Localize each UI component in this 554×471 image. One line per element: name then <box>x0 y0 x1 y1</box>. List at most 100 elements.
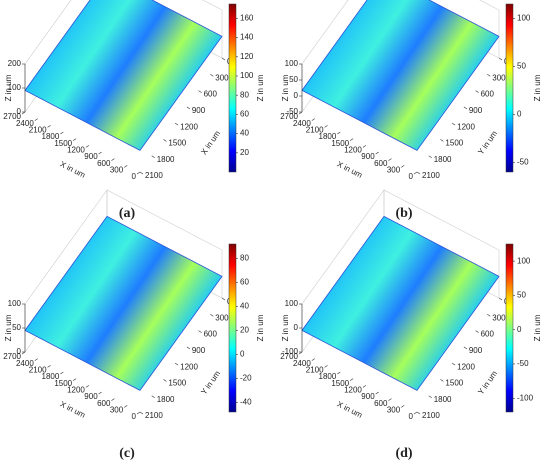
x-tick-label: 1800 <box>42 372 60 381</box>
x-tick <box>124 405 128 408</box>
colorbar <box>505 3 514 173</box>
x-tick-label: 900 <box>84 392 98 401</box>
x-tick-label: 1500 <box>331 139 349 148</box>
colorbar-tick-label: 140 <box>240 33 254 42</box>
x-tick-label: 0 <box>409 412 414 421</box>
colorbar-tick-label: 80 <box>240 90 249 99</box>
x-tick <box>85 385 90 388</box>
y-axis-label: Y in um <box>199 369 222 397</box>
x-tick <box>47 365 51 368</box>
z-tick-label: 50 <box>289 75 298 84</box>
x-tick-label: 2100 <box>306 125 324 134</box>
x-tick <box>298 111 303 115</box>
y-tick <box>139 411 144 415</box>
y-tick-label: 2100 <box>422 171 440 180</box>
x-tick-label: 1200 <box>344 145 362 154</box>
y-tick-label: 2100 <box>145 171 163 180</box>
x-tick-label: 900 <box>84 152 98 161</box>
y-tick-label: 900 <box>469 346 483 355</box>
x-tick-label: 600 <box>97 159 111 168</box>
x-tick <box>349 378 354 381</box>
z-tick-label: -100 <box>282 347 299 356</box>
x-tick <box>362 385 367 388</box>
y-tick <box>416 171 421 175</box>
colorbar-tick-label: 100 <box>240 71 254 80</box>
x-tick <box>401 405 405 408</box>
y-tick <box>487 74 491 77</box>
panel-caption: (a) <box>119 206 136 221</box>
y-tick <box>487 314 491 317</box>
z-tick-label: 0 <box>17 107 22 116</box>
x-tick-label: 2400 <box>293 359 311 368</box>
colorbar-tick-label: 60 <box>240 278 249 287</box>
colorbar-tick-label: 40 <box>240 302 249 311</box>
y-tick <box>163 139 167 142</box>
y-tick-label: 1500 <box>168 139 186 148</box>
panel-caption: (b) <box>395 206 412 221</box>
surface <box>301 0 500 151</box>
colorbar-label: Z in um <box>256 74 265 101</box>
y-tick-label: 300 <box>492 313 506 322</box>
colorbar-label: Z in um <box>256 314 265 341</box>
y-tick-label: 1200 <box>180 362 198 371</box>
x-tick-label: 300 <box>387 405 401 414</box>
y-tick <box>416 411 421 415</box>
y-tick-label: 1800 <box>434 395 452 404</box>
x-tick-label: 600 <box>97 399 111 408</box>
x-tick <box>337 131 341 135</box>
colorbar-tick-label: 80 <box>240 254 249 263</box>
x-tick-label: 900 <box>361 152 375 161</box>
y-tick <box>186 106 191 110</box>
y-tick-label: 300 <box>215 73 229 82</box>
x-tick <box>98 151 102 155</box>
y-tick-label: 1800 <box>157 395 175 404</box>
x-tick <box>60 371 64 375</box>
y-tick-label: 600 <box>204 330 218 339</box>
colorbar-tick-label: 100 <box>517 14 531 23</box>
colorbar-tick-label: 20 <box>240 326 249 335</box>
x-tick-label: 2700 <box>280 352 298 361</box>
colorbar-tick-label: -40 <box>240 398 252 407</box>
panel-caption: (c) <box>119 446 135 461</box>
x-tick-label: 300 <box>110 165 124 174</box>
colorbar-tick-label: 60 <box>240 110 249 119</box>
x-tick-label: 2700 <box>3 352 21 361</box>
x-axis-label: X in um <box>336 399 365 419</box>
x-tick <box>72 138 77 141</box>
z-axis-label: Z in um <box>4 314 13 341</box>
x-axis-label: X in um <box>59 399 88 419</box>
y-tick-label: 1200 <box>180 122 198 131</box>
x-tick <box>72 378 77 381</box>
y-tick-label: 2100 <box>422 411 440 420</box>
z-tick-label: 100 <box>8 83 22 92</box>
y-tick-label: 900 <box>192 106 206 115</box>
y-tick <box>451 122 456 126</box>
colorbar-tick-label: 120 <box>240 52 254 61</box>
x-tick <box>136 411 141 415</box>
z-tick-label: 100 <box>285 59 299 68</box>
y-tick <box>451 362 456 366</box>
colorbar-tick-label: 160 <box>240 14 254 23</box>
y-tick-label: 300 <box>215 313 229 322</box>
z-axis-label: Z in um <box>281 74 290 101</box>
y-tick-label: 1800 <box>434 155 452 164</box>
z-tick-label: 100 <box>8 299 22 308</box>
z-tick-label: 0 <box>294 323 299 332</box>
x-tick-label: 1500 <box>331 379 349 388</box>
x-tick-label: 1500 <box>54 379 72 388</box>
y-tick-label: 600 <box>204 90 218 99</box>
x-tick-label: 2100 <box>306 365 324 374</box>
x-tick <box>298 351 303 355</box>
colorbar <box>228 3 237 173</box>
x-tick-label: 300 <box>387 165 401 174</box>
colorbar-tick-label: 50 <box>517 291 526 300</box>
panel-caption: (d) <box>395 446 412 461</box>
y-tick <box>174 122 179 126</box>
x-tick <box>34 118 38 121</box>
colorbar-label: Z in um <box>533 314 542 341</box>
x-tick <box>362 145 367 148</box>
y-tick <box>498 57 503 61</box>
x-tick <box>388 398 392 401</box>
surface <box>301 215 500 391</box>
